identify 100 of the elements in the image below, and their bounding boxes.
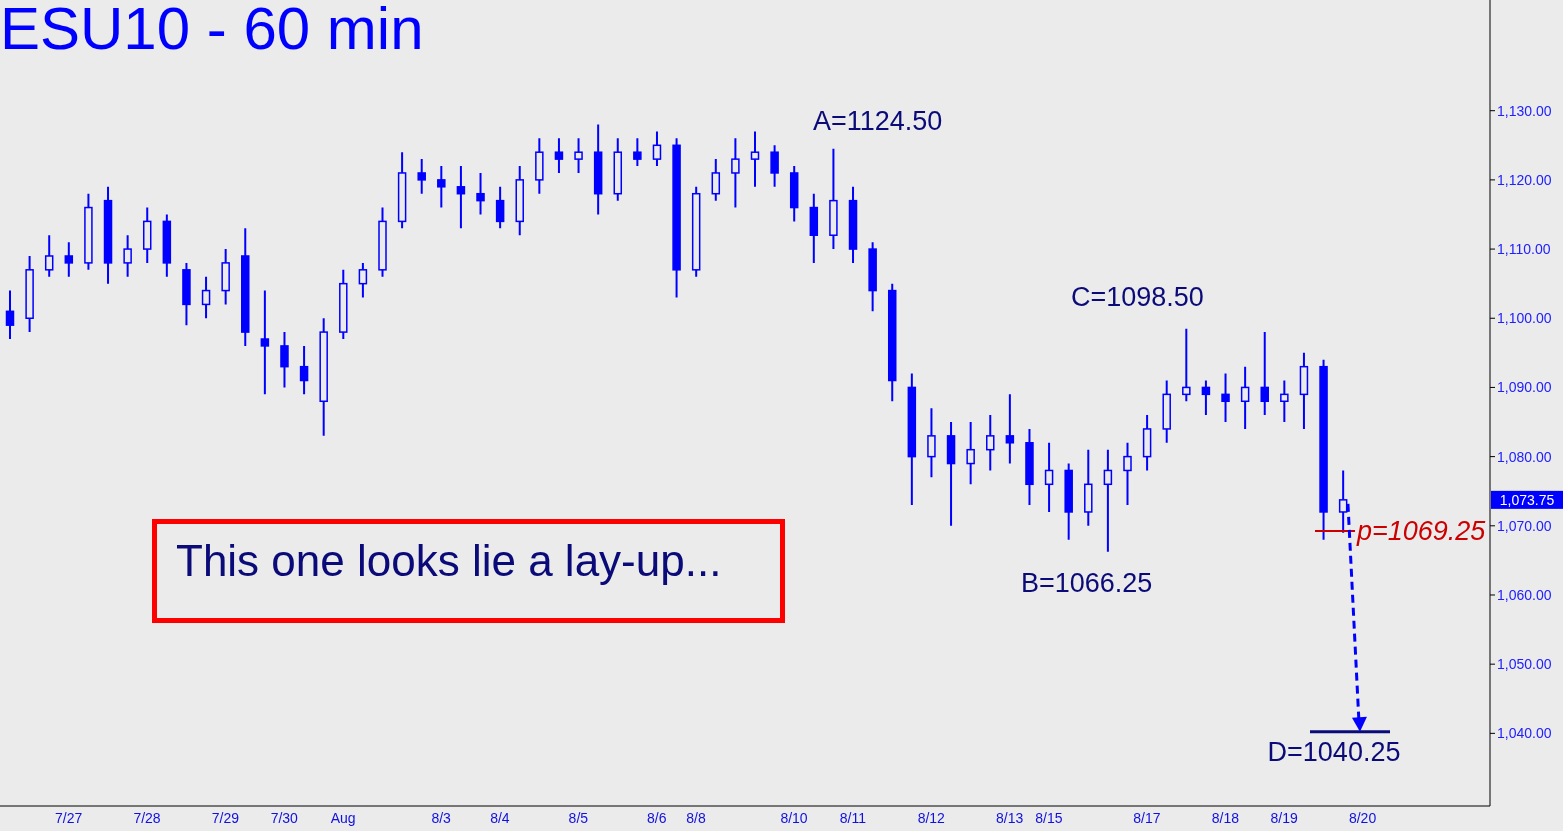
- candlestick: [437, 165, 446, 209]
- annotation: This one looks lie a lay-up...: [176, 536, 722, 586]
- y-tick-label: 1,070.00: [1497, 517, 1552, 534]
- candlestick: [731, 137, 740, 209]
- candlestick: [182, 261, 191, 327]
- candlestick: [84, 192, 93, 271]
- candlestick: [103, 185, 113, 285]
- candlestick: [339, 268, 348, 340]
- text: 1,073.75: [1499, 491, 1555, 508]
- candlestick: [515, 165, 524, 237]
- candlestick: [162, 213, 172, 278]
- candlestick: [476, 171, 485, 216]
- x-tick-label: 8/4: [490, 809, 510, 826]
- x-tick-label: 8/13: [996, 809, 1024, 826]
- y-tick-label: 1,060.00: [1497, 586, 1552, 603]
- candlestick: [986, 414, 995, 472]
- x-tick-label: 7/28: [133, 809, 161, 826]
- candlestick: [1280, 379, 1289, 424]
- x-tick-label: 8/10: [780, 809, 808, 826]
- candlestick: [142, 206, 152, 264]
- candlestick: [554, 137, 564, 174]
- candlestick: [123, 234, 132, 278]
- x-tick-label: 8/3: [431, 809, 452, 826]
- candlestick: [789, 165, 799, 223]
- x-tick-label: 8/18: [1211, 809, 1240, 826]
- x-tick-label: 7/30: [270, 809, 299, 826]
- annotation: A=1124.50: [813, 106, 943, 137]
- x-tick-label: 8/6: [647, 809, 667, 826]
- x-tick-label: 7/27: [54, 809, 83, 826]
- x-tick-label: 8/20: [1348, 809, 1377, 826]
- candlestick: [358, 261, 368, 299]
- candlestick: [770, 144, 779, 188]
- y-tick-label: 1,110.00: [1497, 241, 1551, 258]
- candlestick: [241, 227, 250, 347]
- candlestick: [5, 289, 15, 340]
- candlestick: [378, 206, 387, 278]
- candlestick: [593, 123, 603, 216]
- candlestick: [1221, 372, 1230, 424]
- x-tick-label: 8/12: [917, 809, 946, 826]
- candlestick: [887, 282, 897, 403]
- candlestick: [750, 130, 760, 188]
- y-tick-label: 1,100.00: [1497, 310, 1552, 327]
- y-tick-label: 1,090.00: [1497, 379, 1552, 396]
- candlestick: [1005, 393, 1015, 465]
- candlestick: [221, 248, 230, 306]
- candlestick: [927, 407, 936, 479]
- ref-line-label: p=1069.25: [1356, 515, 1487, 546]
- candlestick: [946, 421, 956, 527]
- chart-title: ESU10 - 60 min: [0, 0, 424, 63]
- candlestick: [1319, 358, 1328, 541]
- candlestick: [1299, 351, 1309, 430]
- x-tick-label: 8/5: [568, 809, 589, 826]
- candlestick: [1338, 469, 1348, 534]
- x-tick-label: 8/19: [1270, 809, 1298, 826]
- candlestick: [809, 192, 819, 264]
- candlestick: [44, 234, 54, 278]
- x-tick-label: 7/29: [211, 809, 240, 826]
- candlestick: [64, 241, 74, 278]
- candlestick: [535, 137, 544, 195]
- x-tick-label: 8/15: [1035, 809, 1063, 826]
- candlestick: [1123, 441, 1132, 507]
- candlestick: [280, 331, 289, 389]
- candlestick: [907, 372, 917, 507]
- candlestick: [868, 241, 877, 313]
- y-tick-label: 1,050.00: [1497, 656, 1552, 673]
- candlestick: [633, 137, 642, 168]
- candlestick: [299, 344, 309, 396]
- candlestick: [966, 421, 975, 486]
- candlestick: [652, 130, 662, 168]
- candlestick: [1103, 448, 1113, 553]
- candlestick: [201, 275, 211, 320]
- candlestick: [1162, 379, 1171, 444]
- y-tick-label: 1,080.00: [1497, 448, 1552, 465]
- candlestick: [1240, 365, 1250, 430]
- x-tick-label: 8/8: [686, 809, 706, 826]
- candlestick: [1182, 327, 1191, 403]
- candlestick: [829, 147, 838, 251]
- candlestick: [672, 137, 681, 299]
- candlestick: [495, 185, 505, 230]
- candlestick: [848, 185, 858, 264]
- candlestick: [456, 165, 466, 230]
- candlestick: [1025, 427, 1034, 507]
- candlestick: [397, 151, 407, 230]
- candlestick: [260, 289, 270, 396]
- annotation: B=1066.25: [1021, 568, 1153, 599]
- annotation: C=1098.50: [1071, 282, 1204, 313]
- candlestick: [1142, 414, 1152, 472]
- candlestick: [1260, 331, 1269, 417]
- candlestick: [1044, 441, 1054, 513]
- candlestick: [319, 317, 328, 437]
- x-tick-label: Aug: [330, 809, 356, 826]
- candlestick: [1201, 379, 1211, 417]
- candlestick: [25, 254, 34, 334]
- x-tick-label: 8/11: [839, 809, 867, 826]
- candlestick: [1084, 448, 1093, 527]
- y-tick-label: 1,120.00: [1497, 171, 1552, 188]
- candlestick: [574, 137, 583, 174]
- candlestick: [613, 137, 623, 202]
- candlestick: [711, 158, 721, 202]
- candlestick: [417, 158, 426, 195]
